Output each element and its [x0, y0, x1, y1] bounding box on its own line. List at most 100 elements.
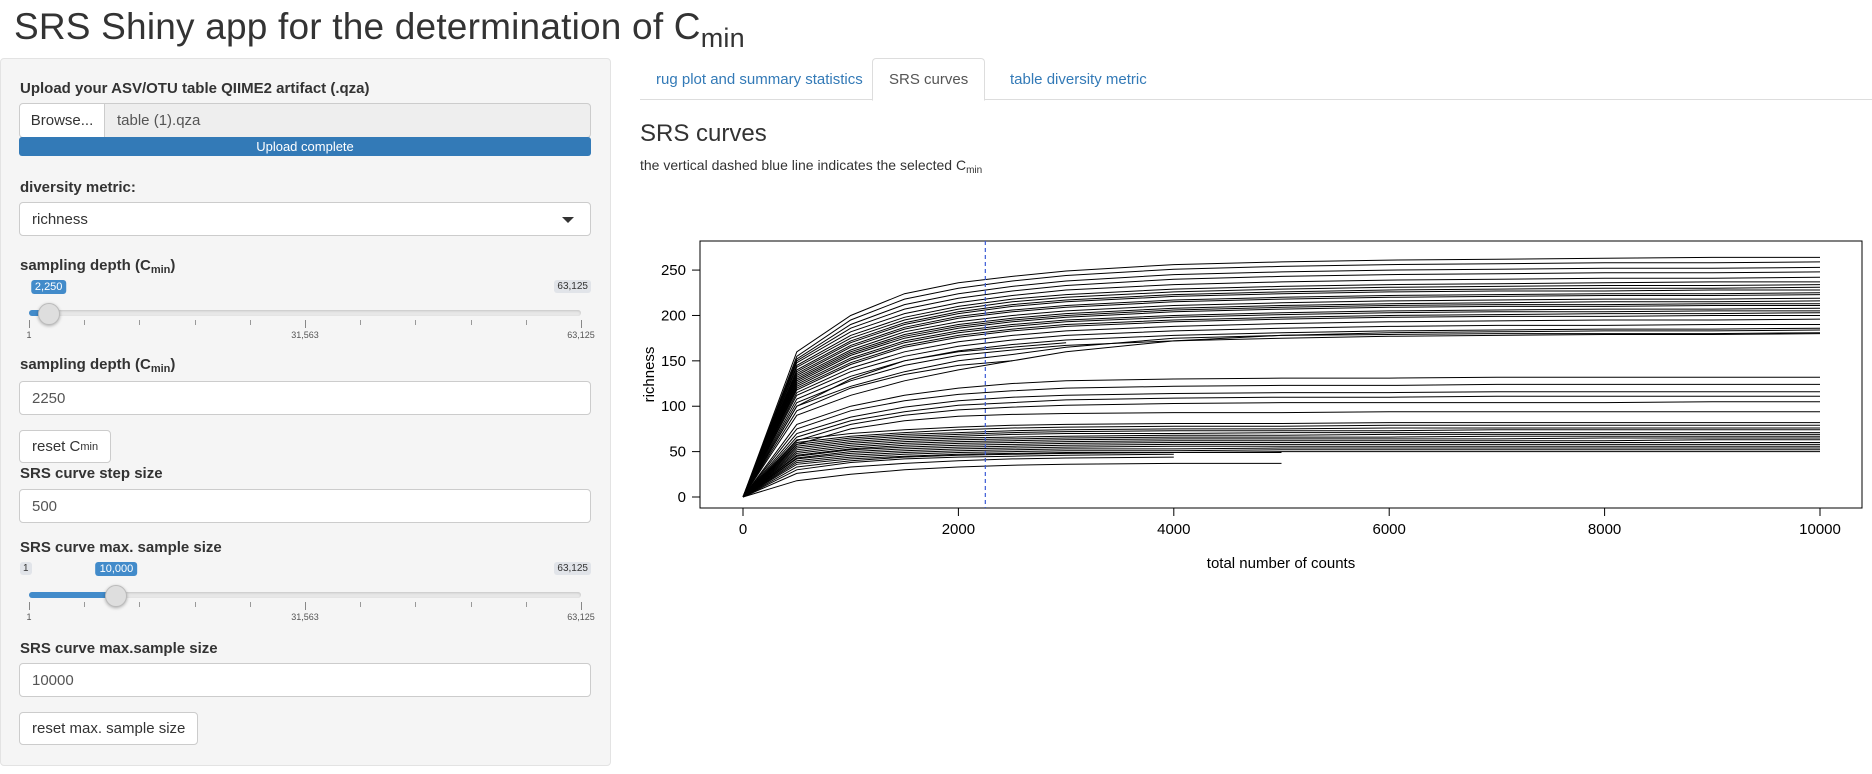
series-line-47: [742, 453, 1174, 498]
slider-tick: [360, 602, 362, 607]
step-size-label: SRS curve step size: [20, 465, 163, 482]
reset-max-sample-size-button[interactable]: reset max. sample size: [19, 712, 199, 745]
series-line-13: [742, 303, 1820, 498]
slider-tick: [29, 320, 30, 328]
series-line-15: [742, 307, 1821, 498]
slider-value-badge: 2,250: [30, 280, 67, 294]
series-line-23: [742, 332, 1821, 498]
browse-button[interactable]: Browse...: [19, 103, 105, 138]
x-tick-label: 4000: [1157, 521, 1190, 538]
series-line-33: [742, 427, 1820, 498]
series-line-30: [742, 411, 1820, 498]
diversity-metric-value: richness: [32, 210, 88, 228]
tab-srs-curves[interactable]: SRS curves: [872, 58, 986, 101]
slider-tick: [470, 602, 472, 607]
upload-label: Upload your ASV/OTU table QIIME2 artifac…: [20, 80, 370, 97]
max-sample-size-slider[interactable]: 10,000 1 63,125 1 31,563 63,125: [19, 558, 595, 622]
series-line-39: [742, 439, 1820, 498]
series-line-49: [742, 462, 1282, 498]
y-tick-label: 150: [661, 353, 686, 370]
max-sample-size-input[interactable]: 10000: [19, 663, 591, 697]
tab-rug-plot[interactable]: rug plot and summary statistics: [656, 70, 863, 88]
x-tick-label: 8000: [1588, 521, 1621, 538]
slider-tick: [360, 320, 362, 325]
series-line-40: [742, 442, 1820, 498]
slider-max-badge: 63,125: [554, 562, 591, 575]
tab-table-diversity-metric[interactable]: table diversity metric: [1010, 70, 1147, 88]
series-line-12: [742, 300, 1821, 498]
section-title: SRS curves: [640, 120, 767, 147]
slider-tick-label: 31,563: [291, 330, 319, 340]
slider-track[interactable]: [29, 592, 581, 598]
slider-ticks: [29, 602, 582, 610]
series-line-41: [742, 443, 1820, 498]
series-line-3: [742, 271, 1821, 498]
slider-tick-label: 63,125: [567, 612, 595, 622]
slider-handle[interactable]: [105, 585, 128, 607]
series-line-48: [742, 456, 1174, 498]
y-tick-label: 50: [669, 444, 686, 461]
x-tick-label: 6000: [1373, 521, 1406, 538]
series-line-6: [742, 284, 1821, 498]
series-line-29: [742, 401, 1820, 498]
step-size-input[interactable]: 500: [19, 489, 591, 523]
slider-tick: [249, 602, 251, 607]
slider-tick-label: 1: [26, 612, 32, 622]
depth-slider-label: sampling depth (Cmin): [20, 257, 176, 276]
series-line-11: [742, 297, 1821, 498]
sampling-depth-input[interactable]: 2250: [19, 381, 591, 415]
series-line-28: [742, 395, 1820, 498]
series-line-7: [742, 286, 1821, 498]
slider-tick-label: 63,125: [567, 330, 595, 340]
slider-tick-label: 1: [26, 330, 32, 340]
file-name-field[interactable]: table (1).qza: [105, 103, 591, 138]
series-line-8: [742, 289, 1820, 498]
caret-down-icon: [562, 217, 574, 223]
slider-tick-label: 31,563: [291, 612, 319, 622]
slider-min-badge: 1: [20, 562, 32, 575]
sampling-depth-slider[interactable]: 2,250 63,125 1 31,563 63,125: [19, 276, 595, 340]
max-input-label: SRS curve max.sample size: [20, 640, 218, 657]
section-subtitle: the vertical dashed blue line indicates …: [640, 157, 983, 176]
upload-progress-bar: Upload complete: [19, 137, 591, 156]
series-line-5: [742, 281, 1820, 498]
tab-bar: rug plot and summary statistics SRS curv…: [640, 58, 1872, 101]
series-line-31: [742, 422, 1820, 498]
series-line-21: [742, 327, 1821, 498]
slider-fill: [29, 592, 117, 598]
series-line-17: [742, 312, 1821, 498]
diversity-metric-select[interactable]: richness: [19, 202, 591, 236]
series-line-0: [742, 256, 1820, 498]
series-line-43: [742, 447, 1820, 498]
series-line-16: [742, 310, 1820, 498]
series-line-14: [742, 305, 1820, 498]
slider-tick: [305, 320, 306, 328]
slider-track[interactable]: [29, 310, 581, 316]
metric-label: diversity metric:: [20, 179, 136, 196]
series-line-42: [742, 445, 1820, 498]
slider-tick: [29, 602, 30, 610]
slider-tick: [139, 320, 141, 325]
series-line-24: [742, 329, 1821, 498]
max-slider-label: SRS curve max. sample size: [20, 539, 222, 556]
slider-tick: [305, 602, 306, 610]
x-tick-label: 2000: [942, 521, 975, 538]
slider-handle[interactable]: [37, 303, 60, 325]
x-tick-label: 0: [739, 521, 747, 538]
series-line-46: [742, 452, 1282, 498]
series-line-1: [742, 261, 1821, 498]
file-input-group: Browse... table (1).qza: [19, 103, 591, 138]
series-line-4: [742, 276, 1821, 498]
y-tick-label: 100: [661, 398, 686, 415]
slider-tick: [194, 320, 196, 325]
series-line-38: [742, 437, 1820, 498]
series-line-19: [742, 318, 1821, 498]
slider-tick: [84, 602, 86, 607]
slider-tick: [84, 320, 86, 325]
slider-tick: [139, 602, 141, 607]
series-line-27: [742, 391, 1820, 498]
series-line-18: [742, 315, 1820, 498]
series-line-2: [742, 266, 1821, 498]
series-line-34: [742, 429, 1820, 498]
